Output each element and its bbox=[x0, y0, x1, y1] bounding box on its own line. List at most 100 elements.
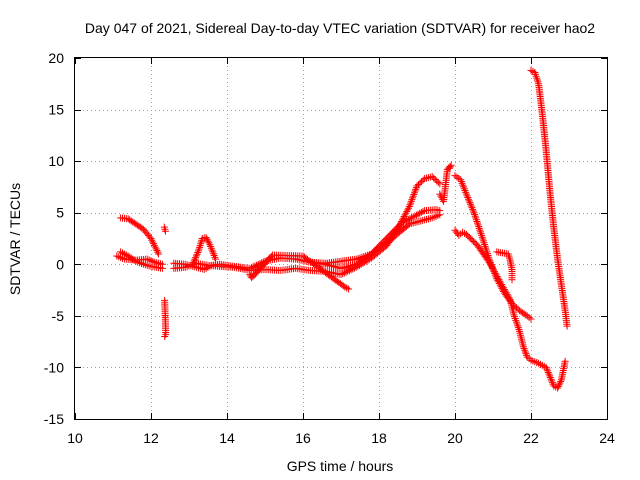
data-point-sample bbox=[407, 197, 415, 205]
data-point-sample bbox=[417, 208, 425, 216]
data-point-sample bbox=[395, 223, 403, 231]
data-point-sample bbox=[504, 292, 512, 300]
data-point-sample bbox=[396, 221, 404, 229]
data-point-sample bbox=[477, 230, 485, 238]
data-point-sample bbox=[192, 252, 200, 260]
data-point-sample bbox=[515, 325, 523, 333]
data-point-sample bbox=[191, 255, 199, 263]
data-point-sample bbox=[207, 242, 215, 250]
data-point-sample bbox=[434, 178, 442, 186]
x-tick-label: 18 bbox=[371, 430, 387, 446]
grid bbox=[75, 58, 607, 419]
y-tick-label: 10 bbox=[48, 153, 64, 169]
data-point-sample bbox=[340, 269, 348, 277]
y-tick-label: 5 bbox=[56, 205, 64, 221]
data-point-sample bbox=[488, 263, 496, 271]
data-point-sample bbox=[411, 219, 419, 227]
data-point-sample bbox=[204, 237, 212, 245]
x-tick-label: 14 bbox=[219, 430, 235, 446]
data-point-sample bbox=[525, 313, 533, 321]
data-point bbox=[478, 231, 486, 239]
data-point-sample bbox=[512, 318, 520, 326]
data-point-sample bbox=[192, 254, 200, 262]
data-point-sample bbox=[380, 242, 388, 250]
data-point-sample bbox=[467, 235, 475, 243]
data-point-sample bbox=[545, 370, 553, 378]
data-point-sample bbox=[555, 381, 563, 389]
data-point-sample bbox=[489, 265, 497, 273]
data-point-sample bbox=[508, 274, 516, 282]
data-point-sample bbox=[138, 260, 145, 268]
data-point-sample bbox=[467, 200, 475, 208]
x-tick-label: 16 bbox=[295, 430, 311, 446]
x-tick-label: 24 bbox=[599, 430, 615, 446]
x-axis-label: GPS time / hours bbox=[287, 458, 394, 474]
data-point-sample bbox=[205, 239, 213, 247]
data-point-sample bbox=[253, 261, 261, 269]
data-point-sample bbox=[409, 194, 417, 202]
data-point bbox=[413, 182, 421, 190]
data-point-sample bbox=[479, 235, 487, 243]
data-point-sample bbox=[267, 252, 275, 260]
data-point-sample bbox=[520, 310, 528, 318]
data-point-sample bbox=[466, 199, 474, 207]
data-point-sample bbox=[479, 237, 487, 245]
data-point-sample bbox=[193, 250, 201, 258]
data-point-sample bbox=[472, 216, 480, 224]
data-point-sample bbox=[475, 223, 483, 231]
data-point-sample bbox=[513, 304, 521, 312]
data-point-sample bbox=[474, 219, 482, 227]
data-point-sample bbox=[475, 224, 483, 232]
data-point-sample bbox=[408, 196, 416, 204]
data-point bbox=[417, 217, 425, 225]
x-axis-tick-labels: 10 12 14 16 18 20 22 24 bbox=[67, 430, 615, 446]
data-point-sample bbox=[151, 243, 159, 251]
data-point-sample bbox=[407, 199, 415, 207]
data-point-sample bbox=[458, 179, 466, 187]
data-point-sample bbox=[464, 232, 472, 240]
data-point-sample bbox=[471, 212, 479, 220]
data-point-sample bbox=[470, 237, 478, 245]
data-point-sample bbox=[481, 242, 489, 250]
data-point-sample bbox=[343, 284, 351, 292]
data-point-sample bbox=[345, 267, 353, 275]
data-point bbox=[470, 209, 478, 217]
data-point-sample bbox=[476, 226, 484, 234]
data-point-sample bbox=[229, 263, 237, 271]
data-point-sample bbox=[495, 276, 503, 284]
data-point bbox=[462, 190, 470, 198]
data-point-sample bbox=[543, 365, 551, 373]
data-point-sample bbox=[401, 211, 409, 219]
data-point bbox=[195, 247, 202, 255]
x-tick-label: 10 bbox=[67, 430, 83, 446]
data-point-sample bbox=[505, 254, 513, 262]
data-point-sample bbox=[150, 240, 158, 248]
data-point-sample bbox=[412, 185, 420, 193]
data-point-sample bbox=[207, 244, 215, 252]
data-point-sample bbox=[509, 309, 517, 317]
data-point-sample bbox=[195, 245, 203, 253]
data-point-sample bbox=[424, 215, 432, 223]
x-tick-label: 12 bbox=[143, 430, 159, 446]
data-point-sample bbox=[344, 267, 352, 275]
data-point-sample bbox=[462, 188, 470, 196]
data-point-sample bbox=[465, 197, 473, 205]
data-point-sample bbox=[557, 377, 565, 385]
data-point-sample bbox=[561, 359, 569, 367]
data-point-sample bbox=[406, 215, 414, 223]
data-point-sample bbox=[430, 174, 438, 182]
data-point-sample bbox=[335, 257, 343, 265]
y-axis-tick-labels: -15 -10 -5 0 5 10 15 20 bbox=[44, 50, 64, 427]
data-point-sample bbox=[209, 248, 217, 256]
data-point-sample bbox=[443, 167, 451, 175]
data-point-sample bbox=[532, 72, 540, 80]
data-point-sample bbox=[490, 268, 498, 276]
data-point-sample bbox=[415, 180, 423, 188]
data-point-sample bbox=[349, 265, 357, 273]
data-point-sample bbox=[533, 359, 541, 367]
data-point-sample bbox=[144, 231, 152, 239]
data-point-sample bbox=[297, 252, 305, 260]
data-point-sample bbox=[402, 209, 410, 217]
data-point-sample bbox=[413, 218, 421, 226]
data-point-sample bbox=[400, 213, 408, 221]
